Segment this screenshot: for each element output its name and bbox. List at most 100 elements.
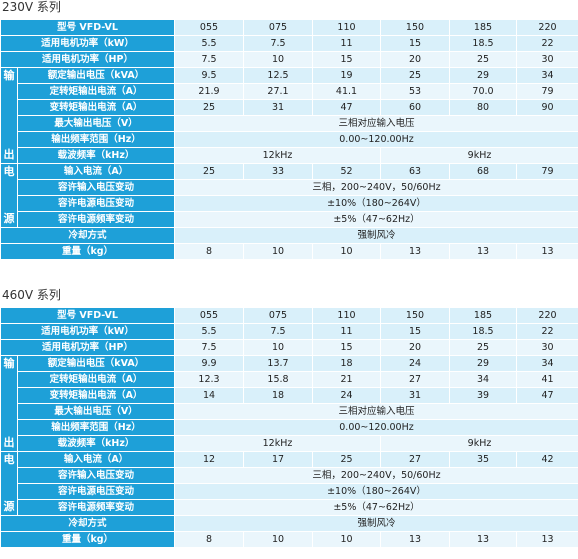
model-cell: 110 — [312, 307, 381, 324]
value-cell: 13 — [380, 531, 450, 548]
row-label: 容许输入电压变动 — [17, 179, 175, 196]
value-cell: 22 — [516, 323, 578, 340]
value-cell: 9.5 — [174, 67, 244, 84]
value-cell: 13.7 — [243, 355, 313, 372]
value-cell: 15 — [380, 323, 450, 340]
row-label: 容许输入电压变动 — [17, 467, 175, 484]
value-cell: 12.5 — [243, 67, 313, 84]
spec-table-460v: 型号 VFD-VL 055 075 110 150 185 220 适用电机功率（kW） 5.5… — [0, 307, 578, 548]
value-cell: 19 — [312, 67, 381, 84]
value-cell: 7.5 — [243, 35, 313, 52]
table-row: 变转矩输出电流（A） 25 31 47 60 80 90 — [1, 99, 578, 116]
table-row: 输出频率范围（Hz） 0.00~120.00Hz — [1, 419, 578, 436]
value-cell: 24 — [312, 387, 381, 404]
value-cell: 25 — [449, 339, 517, 356]
span-value-cell: ±5%（47~62Hz） — [174, 211, 578, 228]
table-row: 重量（kg） 8 10 10 13 13 13 — [0, 243, 578, 260]
value-cell: 33 — [243, 163, 313, 180]
span-value-cell: 三相对应输入电压 — [174, 115, 578, 132]
side-group-char: 出 — [3, 436, 15, 449]
value-cell: 11 — [312, 323, 381, 340]
value-cell: 53 — [380, 83, 450, 100]
value-cell: 15.8 — [243, 371, 313, 388]
table-row: 适用电机功率（HP） 7.5 10 15 20 25 30 — [0, 339, 578, 356]
table-row: 适用电机功率（kW） 5.5 7.5 11 15 18.5 22 — [0, 35, 578, 52]
value-cell: 34 — [449, 371, 517, 388]
table-row: 输出频率范围（Hz） 0.00~120.00Hz — [1, 131, 578, 148]
value-cell: 8 — [174, 531, 244, 548]
side-group-chars: 输出 — [2, 357, 17, 451]
row-label: 冷却方式 — [0, 515, 175, 532]
value-cell: 27 — [380, 451, 450, 468]
value-cell: 29 — [449, 67, 517, 84]
value-cell: 13 — [449, 531, 517, 548]
value-cell: 5.5 — [174, 323, 244, 340]
model-label: 型号 VFD-VL — [0, 307, 175, 324]
value-cell: 8 — [174, 243, 244, 260]
span-value-cell: 三相，200~240V，50/60Hz — [174, 179, 578, 196]
value-cell: 25 — [449, 51, 517, 68]
row-label: 输出频率范围（Hz） — [17, 419, 175, 436]
value-cell: 24 — [380, 355, 450, 372]
model-cell: 055 — [174, 307, 244, 324]
table-row: 重量（kg） 8 10 10 13 13 13 — [0, 531, 578, 548]
span-value-cell: ±10%（180~264V） — [174, 195, 578, 212]
row-label: 输入电流（A） — [17, 451, 175, 468]
span-value-cell: 三相，200~240V，50/60Hz — [174, 467, 578, 484]
value-cell: 79 — [516, 83, 578, 100]
value-cell: 15 — [312, 51, 381, 68]
value-cell: 10 — [312, 531, 381, 548]
span-value-cell: ±10%（180~264V） — [174, 483, 578, 500]
row-label: 重量（kg） — [0, 531, 175, 548]
value-cell: 17 — [243, 451, 313, 468]
side-group-char: 电 — [3, 165, 15, 178]
side-group-char: 输 — [3, 69, 15, 82]
value-cell: 14 — [174, 387, 244, 404]
side-group-char: 源 — [3, 212, 15, 225]
span-value-cell: 强制风冷 — [174, 515, 578, 532]
value-cell: 11 — [312, 35, 381, 52]
row-label: 容许电源频率变动 — [17, 499, 175, 516]
value-cell: 90 — [516, 99, 578, 116]
row-label: 定转矩输出电流（A） — [17, 371, 175, 388]
model-cell: 150 — [380, 19, 450, 36]
row-label: 输入电流（A） — [17, 163, 175, 180]
table-header-row: 型号 VFD-VL 055 075 110 150 185 220 — [0, 307, 578, 324]
value-cell: 34 — [516, 67, 578, 84]
value-cell: 30 — [516, 51, 578, 68]
side-group-char: 出 — [3, 148, 15, 161]
table-row: 变转矩输出电流（A） 14 18 24 31 39 47 — [1, 387, 578, 404]
model-cell: 110 — [312, 19, 381, 36]
value-cell: 20 — [380, 339, 450, 356]
value-cell: 12 — [174, 451, 244, 468]
value-cell: 12.3 — [174, 371, 244, 388]
side-group-label: 输出 — [0, 67, 18, 164]
spec-table-230v: 型号 VFD-VL 055 075 110 150 185 220 适用电机功率（kW） 5.5… — [0, 19, 578, 260]
model-cell: 220 — [516, 19, 578, 36]
table-row: 定转矩输出电流（A） 12.3 15.8 21 27 34 41 — [1, 371, 578, 388]
value-cell: 41.1 — [312, 83, 381, 100]
value-cell: 13 — [516, 531, 578, 548]
table-row: 容许输入电压变动 三相，200~240V，50/60Hz — [1, 467, 578, 484]
row-label: 变转矩输出电流（A） — [17, 99, 175, 116]
value-cell: 13 — [380, 243, 450, 260]
span-value-cell: 0.00~120.00Hz — [174, 419, 578, 436]
table-row: 载波频率（kHz） 12kHz 9kHz — [1, 147, 578, 164]
value-cell: 25 — [174, 163, 244, 180]
span-value-cell: 0.00~120.00Hz — [174, 131, 578, 148]
value-cell: 15 — [380, 35, 450, 52]
side-group-chars: 输出 — [2, 69, 17, 163]
value-cell: 5.5 — [174, 35, 244, 52]
value-cell: 34 — [516, 355, 578, 372]
row-label: 适用电机功率（HP） — [0, 51, 175, 68]
row-label: 额定输出电压（kVA） — [17, 355, 175, 372]
value-cell: 25 — [312, 451, 381, 468]
value-cell: 10 — [243, 531, 313, 548]
value-cell: 60 — [380, 99, 450, 116]
value-cell: 7.5 — [174, 51, 244, 68]
value-cell: 10 — [243, 51, 313, 68]
value-cell: 29 — [449, 355, 517, 372]
table-row: 载波频率（kHz） 12kHz 9kHz — [1, 435, 578, 452]
value-cell: 79 — [516, 163, 578, 180]
